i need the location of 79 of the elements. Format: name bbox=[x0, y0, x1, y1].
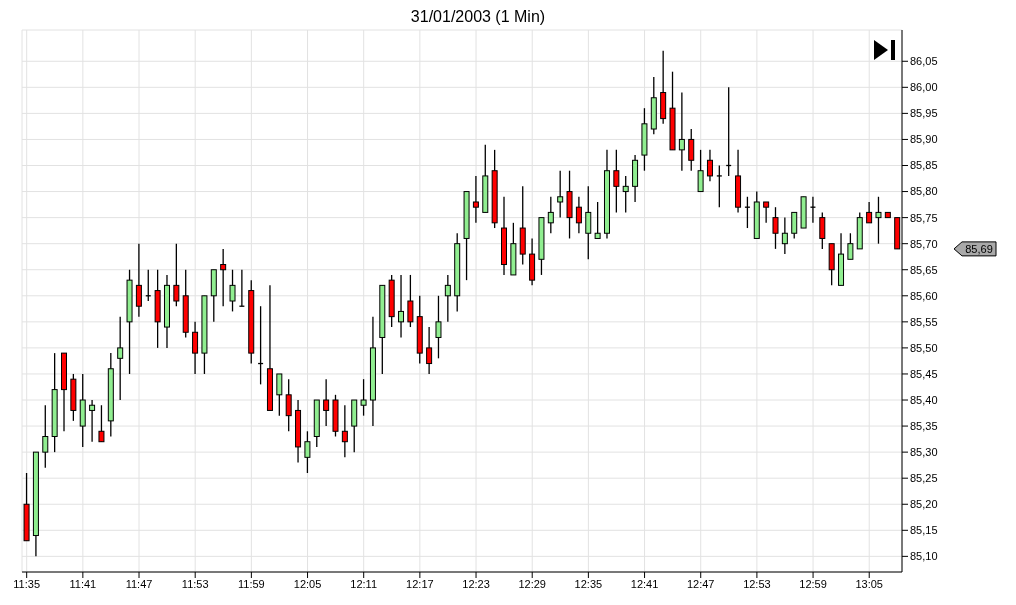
candlestick bbox=[866, 201, 873, 224]
candlestick bbox=[819, 211, 826, 250]
y-tick-label: 86,05 bbox=[910, 55, 938, 68]
candlestick bbox=[875, 196, 882, 245]
chart-title: 31/01/2003 (1 Min) bbox=[409, 8, 547, 26]
candlestick bbox=[781, 216, 788, 255]
candlestick bbox=[398, 274, 405, 339]
candlestick bbox=[435, 295, 442, 359]
candlestick bbox=[341, 404, 348, 458]
x-tick-label: 12:35 bbox=[574, 577, 603, 590]
x-tick-label: 11:41 bbox=[69, 577, 97, 590]
candlestick bbox=[285, 378, 292, 432]
candlestick bbox=[135, 243, 142, 318]
y-tick-label: 85,60 bbox=[910, 289, 938, 302]
candlestick bbox=[791, 211, 798, 240]
x-tick-label: 11:53 bbox=[181, 577, 209, 590]
candlestick bbox=[622, 175, 629, 214]
candlestick bbox=[706, 149, 713, 182]
candlestick bbox=[360, 378, 367, 417]
x-tick-label: 12:59 bbox=[799, 577, 827, 590]
candlestick bbox=[42, 404, 49, 469]
candlestick bbox=[220, 248, 227, 307]
candlestick bbox=[444, 274, 451, 323]
candlestick bbox=[229, 269, 236, 313]
x-tick-label: 11:59 bbox=[238, 577, 265, 590]
y-tick-label: 85,40 bbox=[910, 393, 938, 406]
x-tick-label: 12:53 bbox=[743, 577, 771, 590]
candlestick bbox=[98, 404, 105, 443]
candlestick bbox=[763, 201, 770, 224]
x-tick-label: 12:05 bbox=[293, 577, 322, 590]
x-tick-label: 11:47 bbox=[125, 577, 153, 590]
y-tick-label: 86,00 bbox=[910, 81, 938, 94]
candlestick bbox=[547, 196, 554, 234]
candlestick bbox=[323, 378, 330, 427]
candlestick bbox=[192, 321, 199, 375]
candlestick bbox=[173, 243, 180, 307]
candlestick bbox=[426, 326, 433, 375]
candlestick bbox=[688, 128, 695, 172]
y-tick-label: 85,80 bbox=[910, 185, 938, 198]
y-tick-label: 85,15 bbox=[910, 524, 938, 537]
y-tick-label: 85,20 bbox=[910, 498, 938, 511]
x-tick-label: 12:41 bbox=[630, 577, 659, 590]
candlestick bbox=[89, 399, 96, 443]
y-tick-label: 85,45 bbox=[910, 367, 938, 380]
candlestick bbox=[678, 91, 685, 172]
candlestick bbox=[847, 232, 854, 260]
y-tick-label: 85,70 bbox=[910, 237, 938, 250]
candlestick bbox=[276, 373, 283, 417]
y-tick-label: 85,50 bbox=[910, 341, 938, 354]
y-tick-label: 85,75 bbox=[910, 211, 938, 224]
x-tick-label: 11:35 bbox=[13, 577, 41, 590]
y-tick-label: 85,25 bbox=[910, 472, 938, 485]
candlestick bbox=[304, 430, 311, 474]
candlestick bbox=[585, 185, 592, 260]
x-tick-label: 12:11 bbox=[350, 577, 378, 590]
candlestick bbox=[117, 315, 124, 401]
y-tick-label: 85,35 bbox=[910, 419, 938, 432]
candlestick bbox=[716, 164, 723, 208]
y-tick-label: 85,90 bbox=[910, 133, 938, 146]
candlestick bbox=[472, 175, 479, 224]
x-tick-label: 12:23 bbox=[462, 577, 490, 590]
x-tick-label: 13:05 bbox=[855, 577, 883, 590]
candlestick bbox=[407, 274, 414, 328]
y-tick-label: 85,95 bbox=[910, 107, 938, 120]
y-tick-label: 85,30 bbox=[910, 446, 938, 459]
candlestick bbox=[772, 206, 779, 250]
candlestick bbox=[575, 196, 582, 234]
text: 85,69 bbox=[965, 242, 993, 255]
candlestick bbox=[557, 170, 564, 219]
candlestick bbox=[594, 201, 601, 240]
x-tick-label: 12:17 bbox=[406, 577, 434, 590]
candlestick bbox=[697, 149, 704, 193]
candlestick bbox=[613, 149, 620, 214]
x-tick-label: 12:29 bbox=[518, 577, 546, 590]
y-tick-label: 85,55 bbox=[910, 315, 938, 328]
y-tick-label: 85,65 bbox=[910, 263, 938, 276]
y-tick-label: 85,85 bbox=[910, 159, 938, 172]
x-tick-label: 12:47 bbox=[686, 577, 715, 590]
y-tick-label: 85,10 bbox=[910, 550, 938, 563]
